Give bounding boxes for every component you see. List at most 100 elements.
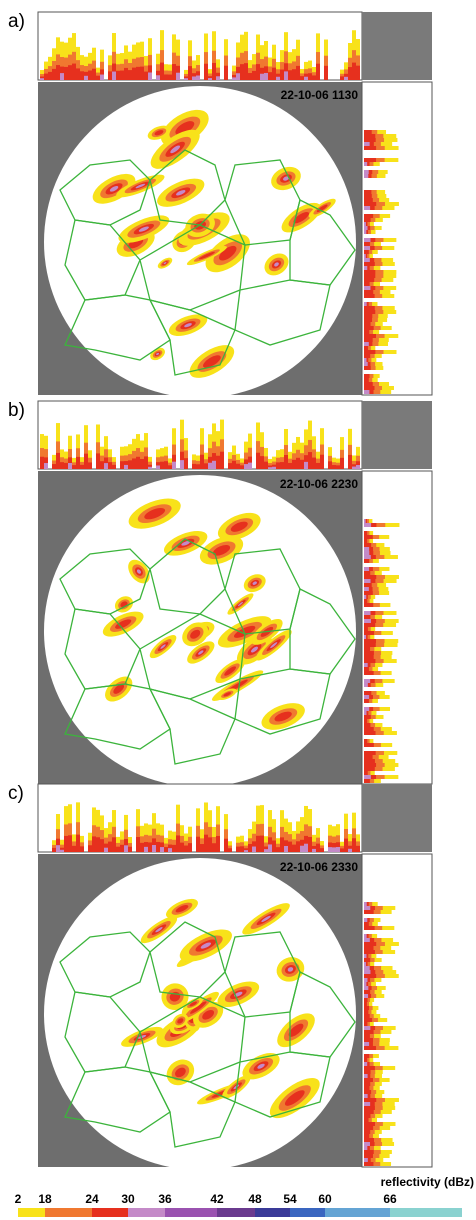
legend-tick-label: 30 <box>121 1192 135 1206</box>
echo <box>176 190 186 196</box>
profile-bar <box>364 994 369 998</box>
profile-bar <box>364 555 371 559</box>
profile-bar <box>364 926 375 930</box>
profile-bar <box>40 78 44 80</box>
profile-bar <box>68 65 72 80</box>
profile-bar <box>364 579 371 583</box>
echo <box>224 666 236 676</box>
echo <box>212 545 231 556</box>
profile-bar <box>364 1138 374 1142</box>
profile-bar <box>148 72 152 80</box>
profile-bar <box>364 779 370 783</box>
profile-bar <box>224 65 228 80</box>
profile-bar <box>364 946 374 950</box>
profile-bar <box>332 847 336 852</box>
profile-bar <box>272 466 276 469</box>
profile-bar <box>76 456 80 469</box>
profile-bar <box>92 836 96 852</box>
echo <box>154 130 164 136</box>
profile-bar <box>364 1014 370 1018</box>
profile-bar <box>364 978 368 982</box>
profile-bar <box>144 456 148 469</box>
profile-bar <box>128 70 132 80</box>
profile-bar <box>364 731 376 735</box>
echo <box>109 185 119 192</box>
profile-bar <box>364 950 375 954</box>
profile-bar <box>364 627 368 631</box>
legend-swatch <box>45 1208 92 1217</box>
profile-bar <box>116 846 120 852</box>
echo <box>257 1063 265 1069</box>
profile-bar <box>364 1022 368 1026</box>
profile-bar <box>112 464 116 469</box>
profile-bar <box>168 465 172 469</box>
profile-bar <box>108 462 112 469</box>
profile-bar <box>340 76 344 80</box>
profile-bar <box>364 1134 370 1138</box>
echo <box>274 711 292 722</box>
profile-bar <box>364 350 376 354</box>
profile-bar <box>364 294 375 298</box>
profile-bar <box>228 848 232 852</box>
profile-bar <box>348 67 352 80</box>
radar-panel: c) 22-10-06 2330 <box>8 783 433 1170</box>
profile-bar <box>364 1046 377 1050</box>
echo <box>181 541 190 546</box>
panel-label: b) <box>8 400 25 421</box>
province-outline <box>148 1071 236 1148</box>
legend-swatch <box>325 1208 390 1217</box>
profile-bar <box>364 330 370 334</box>
profile-bar <box>196 75 200 80</box>
echo <box>135 183 146 189</box>
profile-bar <box>364 655 374 659</box>
echo <box>170 145 181 154</box>
legend-tick-label: 42 <box>210 1192 224 1206</box>
echo <box>198 251 215 260</box>
legend-swatch <box>290 1208 325 1217</box>
profile-bar <box>364 1062 368 1066</box>
profile-bar <box>164 461 168 469</box>
profile-bar <box>364 551 370 555</box>
profile-bar <box>364 583 372 587</box>
profile-bar <box>364 910 374 914</box>
echo <box>175 121 195 135</box>
profile-bar <box>284 71 288 80</box>
profile-bar <box>216 455 220 469</box>
profile-bar <box>192 76 196 80</box>
profile-bar <box>364 751 376 755</box>
echo <box>155 927 163 933</box>
echo <box>177 1018 184 1024</box>
profile-bar <box>52 464 56 469</box>
profile-bar <box>292 459 296 469</box>
profile-bar <box>364 587 369 591</box>
legend-tick-label: 48 <box>248 1192 262 1206</box>
profile-bar <box>120 844 124 852</box>
profile-bar <box>364 990 371 994</box>
profile-bar <box>364 906 371 910</box>
profile-bar <box>72 63 76 80</box>
profile-bar <box>92 68 96 80</box>
profile-bar <box>136 66 140 80</box>
profile-bar <box>364 274 376 278</box>
profile-bar <box>84 75 88 80</box>
profile-bar <box>268 844 272 852</box>
profile-bar <box>364 390 370 394</box>
profile-bar <box>204 834 208 852</box>
profile-bar <box>364 1154 373 1158</box>
profile-bar <box>184 78 188 80</box>
profile-bar <box>364 954 367 958</box>
profile-bar <box>364 543 372 547</box>
profile-bar <box>364 218 371 222</box>
profile-bar <box>156 75 160 80</box>
profile-bar <box>340 457 344 469</box>
profile-bar <box>364 1030 374 1034</box>
echo <box>137 1034 147 1039</box>
profile-bar <box>188 843 192 852</box>
profile-bar <box>64 462 68 469</box>
profile-bar <box>364 226 368 230</box>
profile-bar <box>364 1102 371 1106</box>
profile-bar <box>292 844 296 852</box>
echo <box>138 226 149 232</box>
profile-bar <box>284 454 288 469</box>
profile-bar <box>128 846 132 852</box>
